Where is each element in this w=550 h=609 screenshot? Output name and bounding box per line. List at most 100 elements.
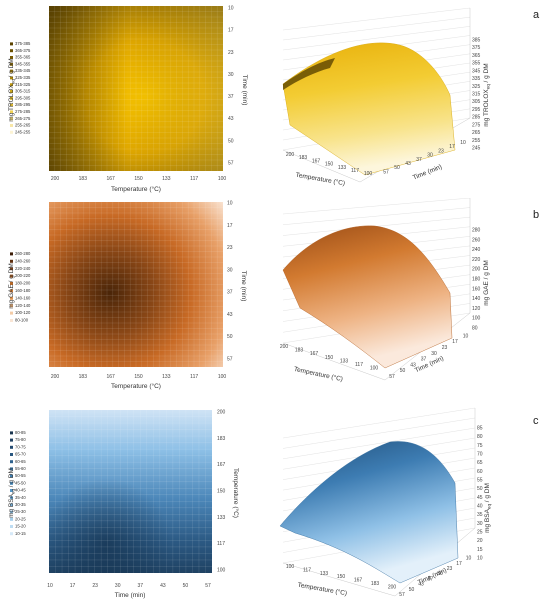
undefined: 240 bbox=[472, 247, 481, 253]
surface-temp-tick: 117 bbox=[303, 567, 311, 573]
legend-swatch bbox=[10, 453, 13, 456]
undefined: 133 bbox=[162, 374, 171, 380]
surface-time-tick: 43 bbox=[410, 362, 416, 368]
x-title-b: Temperature (°C) bbox=[111, 382, 161, 390]
legend-swatch bbox=[10, 117, 13, 121]
undefined: 385 bbox=[472, 38, 481, 44]
surface-grid-line bbox=[282, 7, 471, 31]
legend-entry: 80-100 bbox=[15, 318, 29, 323]
legend-entry: 325-335 bbox=[15, 75, 31, 80]
surface-time-tick: 10 bbox=[460, 140, 466, 146]
undefined: 60 bbox=[477, 469, 483, 475]
ylabel-c-left: mg BSAeq / g DM bbox=[8, 468, 16, 518]
undefined: 120 bbox=[472, 306, 481, 312]
surface-time-title-b: Time (min) bbox=[414, 355, 445, 374]
undefined: 100 bbox=[472, 316, 481, 322]
surface-temp-tick: 183 bbox=[299, 155, 308, 161]
surface-temp-ticks-a: 200 183 167 150 133 117 100 bbox=[286, 152, 373, 177]
legend-swatch bbox=[10, 304, 13, 308]
undefined: 280 bbox=[472, 228, 481, 234]
surface-time-tick: 17 bbox=[452, 339, 458, 345]
surface-time-tick: 43 bbox=[405, 161, 411, 167]
surface-time-tick: 57 bbox=[383, 169, 389, 175]
surface-time-tick: 17 bbox=[456, 561, 462, 567]
legend-swatch bbox=[10, 481, 13, 485]
legend-entry: 10-15 bbox=[15, 531, 26, 536]
undefined: 50 bbox=[228, 138, 234, 144]
legend-entry: 55-60 bbox=[15, 466, 26, 471]
undefined: 40 bbox=[477, 504, 483, 510]
legend-swatch bbox=[10, 319, 13, 322]
surface-time-ticks-a: 10 17 23 30 37 43 50 57 bbox=[383, 140, 466, 175]
surface-time-tick: 57 bbox=[399, 592, 405, 598]
undefined: 375 bbox=[472, 45, 481, 51]
surface-a bbox=[282, 7, 471, 183]
undefined: 17 bbox=[70, 583, 76, 589]
surface-time-tick: 50 bbox=[400, 368, 406, 374]
undefined: 183 bbox=[217, 436, 226, 442]
ylabel-a-right: mg TROLOXeq / g DM bbox=[483, 63, 491, 126]
legend-entry: 45-50 bbox=[15, 480, 26, 485]
legend-entry: 30-35 bbox=[15, 502, 26, 507]
undefined: 30 bbox=[477, 521, 483, 527]
undefined: 17 bbox=[228, 28, 234, 34]
legend-entry: 25-30 bbox=[15, 509, 26, 514]
undefined: 183 bbox=[79, 374, 88, 380]
surface-temp-tick: 183 bbox=[295, 348, 304, 354]
undefined: 43 bbox=[227, 312, 233, 318]
surface-time-tick: 10 bbox=[463, 333, 469, 339]
undefined: 133 bbox=[162, 176, 171, 182]
legend-entry: 265-275 bbox=[15, 116, 31, 121]
x-title-a: Temperature (°C) bbox=[111, 185, 161, 193]
undefined: 255 bbox=[472, 138, 481, 144]
undefined: 70 bbox=[477, 452, 483, 458]
surface-temp-tick: 167 bbox=[312, 158, 321, 164]
undefined: 355 bbox=[472, 61, 481, 67]
undefined: 50 bbox=[183, 583, 189, 589]
legend-entry: 15-20 bbox=[15, 524, 26, 529]
undefined: 150 bbox=[134, 176, 143, 182]
undefined: 10 bbox=[227, 201, 233, 207]
y-title-b-right: Time (min) bbox=[240, 271, 247, 302]
y-ticks-a: 10 17 23 30 37 43 50 57 bbox=[228, 6, 234, 167]
surface-temp-title-a: Temperature (°C) bbox=[295, 171, 346, 188]
ylabel-c-right: mg BSAeq / g DM bbox=[484, 483, 492, 533]
undefined: 57 bbox=[228, 161, 234, 167]
y-ticks-b: 10 17 23 30 37 43 50 57 bbox=[227, 201, 233, 363]
undefined: 23 bbox=[228, 50, 234, 56]
surface-time-tick: 50 bbox=[409, 587, 415, 593]
legend-swatch bbox=[10, 124, 13, 127]
ylabel-b-left: mg GAE / g DM bbox=[8, 263, 15, 309]
surface-temp-tick: 133 bbox=[338, 165, 347, 171]
legend-entry: 245-255 bbox=[15, 129, 31, 134]
surface-temp-tick: 100 bbox=[370, 366, 379, 372]
panel-b-svg: 260-280 240-260 220-240 200-220 180-200 160-1… bbox=[8, 197, 539, 390]
surface-time-tick: 23 bbox=[447, 566, 453, 572]
surface-time-tick: 23 bbox=[442, 345, 448, 351]
surface-floor-edge bbox=[282, 149, 361, 183]
surface-time-tick: 23 bbox=[438, 148, 444, 154]
undefined: 50 bbox=[227, 334, 233, 340]
undefined: 117 bbox=[217, 541, 225, 547]
surface-grid-line bbox=[282, 427, 476, 459]
surface-grid-line bbox=[282, 26, 471, 51]
undefined: 265 bbox=[472, 130, 481, 136]
heatmap-a bbox=[49, 6, 223, 171]
legend-swatch bbox=[10, 460, 13, 464]
undefined: 160 bbox=[472, 286, 481, 292]
legend-c: 80-85 75-80 70-75 65-70 60-65 55-60 50-55 45-50… bbox=[10, 430, 26, 536]
undefined: 17 bbox=[227, 223, 233, 229]
undefined: 65 bbox=[477, 460, 483, 466]
undefined: 15 bbox=[477, 547, 483, 553]
surface-time-tick: 37 bbox=[428, 576, 434, 582]
undefined: 100 bbox=[218, 176, 227, 182]
legend-swatch bbox=[10, 431, 13, 435]
heatmap-b-field bbox=[49, 202, 223, 367]
undefined: 325 bbox=[472, 84, 481, 90]
surface-floor-edge bbox=[282, 342, 386, 381]
surface-temp-tick: 133 bbox=[320, 571, 329, 577]
undefined: 275 bbox=[472, 122, 481, 128]
undefined: 10 bbox=[47, 583, 53, 589]
